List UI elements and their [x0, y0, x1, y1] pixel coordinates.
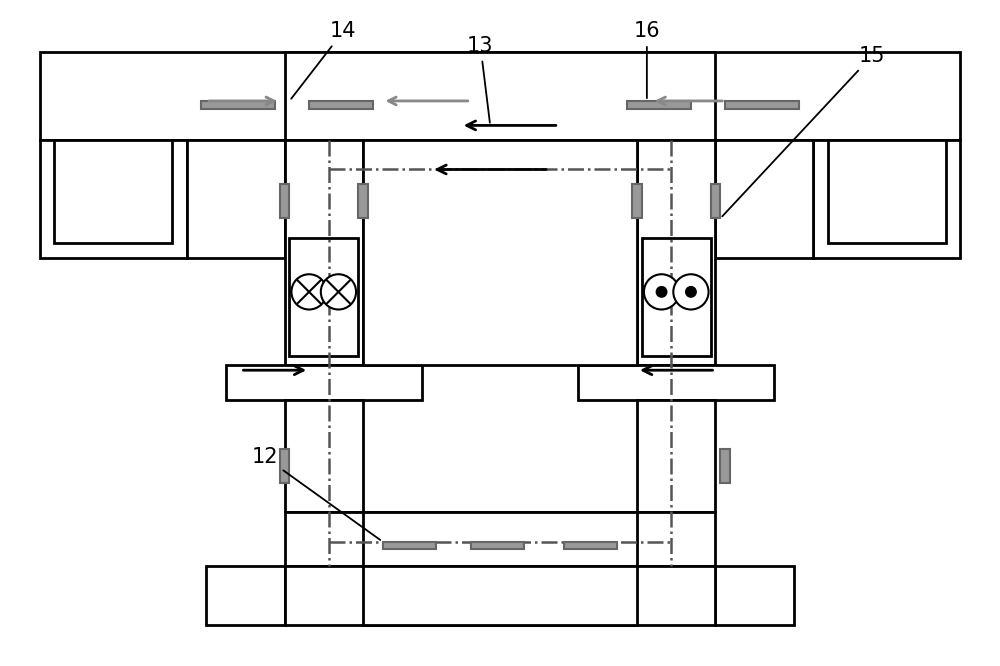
- Bar: [201, 101, 275, 109]
- Bar: [40, 140, 187, 258]
- Circle shape: [291, 274, 327, 310]
- Bar: [289, 238, 358, 356]
- Circle shape: [673, 274, 709, 310]
- Bar: [285, 566, 715, 625]
- Bar: [828, 140, 946, 243]
- Circle shape: [686, 287, 696, 297]
- Bar: [363, 140, 637, 366]
- Bar: [363, 512, 637, 566]
- Bar: [383, 541, 436, 549]
- Bar: [725, 101, 799, 109]
- Bar: [363, 566, 637, 625]
- Bar: [471, 541, 524, 549]
- Bar: [280, 448, 289, 483]
- Circle shape: [657, 287, 666, 297]
- Bar: [632, 184, 642, 218]
- Bar: [564, 541, 617, 549]
- Bar: [711, 184, 720, 218]
- Bar: [187, 140, 285, 258]
- Circle shape: [321, 274, 356, 310]
- Bar: [358, 184, 368, 218]
- Bar: [637, 400, 715, 512]
- Bar: [578, 366, 774, 400]
- Bar: [280, 184, 289, 218]
- Bar: [720, 448, 730, 483]
- Bar: [285, 400, 363, 512]
- Text: 15: 15: [722, 46, 885, 216]
- Text: 12: 12: [252, 448, 380, 540]
- Bar: [206, 566, 285, 625]
- Bar: [813, 140, 960, 258]
- Bar: [285, 140, 363, 366]
- Text: 13: 13: [467, 36, 494, 123]
- Text: 14: 14: [291, 21, 357, 99]
- Bar: [715, 566, 794, 625]
- Bar: [54, 140, 172, 243]
- Bar: [642, 238, 711, 356]
- Bar: [285, 512, 715, 566]
- Bar: [40, 52, 960, 140]
- Bar: [637, 140, 715, 366]
- Bar: [715, 140, 813, 258]
- Bar: [54, 140, 172, 243]
- Text: 16: 16: [634, 21, 660, 98]
- Bar: [309, 101, 373, 109]
- Bar: [285, 52, 715, 140]
- Bar: [627, 101, 691, 109]
- Bar: [226, 366, 422, 400]
- Bar: [828, 140, 946, 243]
- Circle shape: [644, 274, 679, 310]
